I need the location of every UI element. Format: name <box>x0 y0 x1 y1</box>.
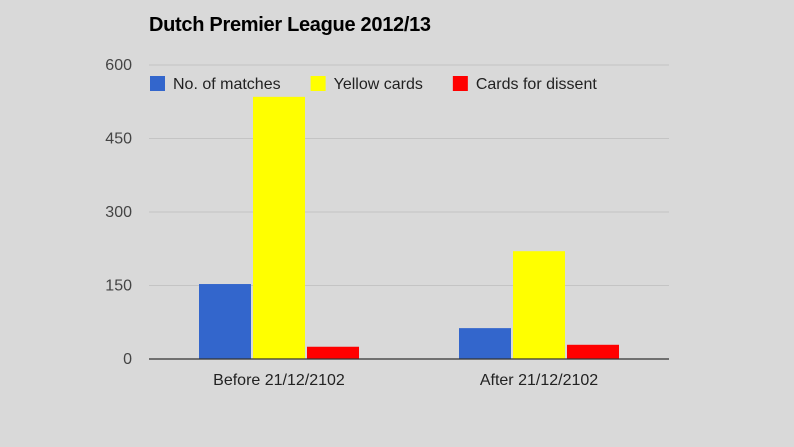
legend-label: No. of matches <box>173 76 281 93</box>
x-tick-label: Before 21/12/2102 <box>213 372 345 389</box>
y-tick-label: 0 <box>123 351 132 368</box>
legend-swatch <box>150 76 165 91</box>
bar <box>307 346 359 359</box>
bar <box>567 344 619 359</box>
y-tick-label: 450 <box>105 131 132 148</box>
bar <box>459 328 511 359</box>
y-tick-label: 300 <box>105 204 132 221</box>
bar <box>199 284 251 359</box>
x-tick-label: After 21/12/2102 <box>480 372 598 389</box>
legend-swatch <box>310 76 326 91</box>
legend-swatch <box>452 76 468 91</box>
y-tick-label: 150 <box>105 278 132 295</box>
legend-label: Cards for dissent <box>476 76 597 93</box>
chart-title: Dutch Premier League 2012/13 <box>149 14 431 36</box>
bar <box>253 96 305 359</box>
bar <box>513 251 565 359</box>
legend-label: Yellow cards <box>334 76 423 93</box>
y-tick-label: 600 <box>105 57 132 74</box>
